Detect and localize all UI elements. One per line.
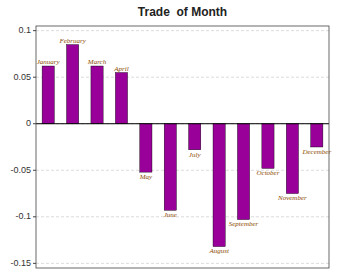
category-label: November [277,194,307,202]
y-tick [33,170,36,171]
bars [42,45,323,247]
y-tick [33,123,36,124]
title: Trade of Month [138,5,227,19]
y-tick [33,77,36,78]
bar [140,124,152,172]
grid-line [36,170,329,171]
y-tick [33,263,36,264]
bar [164,124,176,211]
y-tick-label: 0.1 [18,25,31,35]
bar [189,124,201,150]
y-tick-label: 0 [26,118,31,128]
grid-line [36,123,329,124]
y-tick-label: 0.05 [13,72,31,82]
grid-line [36,216,329,217]
chart: Trade of Month -0.15 -0.1 -0.05 0 0.05 0.1 Janu… [0,0,337,276]
y-tick-label: -0.15 [10,258,31,268]
category-label: May [139,173,153,181]
y-tick [33,216,36,217]
category-label: February [58,37,86,45]
bar [115,73,127,124]
bar [237,124,249,220]
category-labels: January February March April May June July Augu… [37,37,332,256]
grid-line [36,263,329,264]
category-label: December [301,148,331,156]
bar [262,124,274,169]
category-label: August [208,247,230,255]
grid-line [36,30,329,31]
plot-frame [36,26,329,268]
bar [91,66,103,124]
y-tick [33,30,36,31]
category-label: March [87,58,107,66]
bar [42,66,54,124]
bar [311,124,323,147]
grid-line [36,77,329,78]
bar [286,124,298,194]
category-label: September [229,220,259,228]
category-label: October [256,169,279,177]
zero-line [36,123,329,124]
category-label: April [113,65,128,73]
category-label: July [189,151,202,159]
y-tick-label: -0.1 [15,211,31,221]
bar [67,45,79,124]
y-axis: -0.15 -0.1 -0.05 0 0.05 0.1 [10,25,36,268]
category-label: January [37,58,61,66]
y-tick-label: -0.05 [10,165,31,175]
bar [213,124,225,247]
grid [36,31,329,264]
category-label: June [164,211,177,219]
